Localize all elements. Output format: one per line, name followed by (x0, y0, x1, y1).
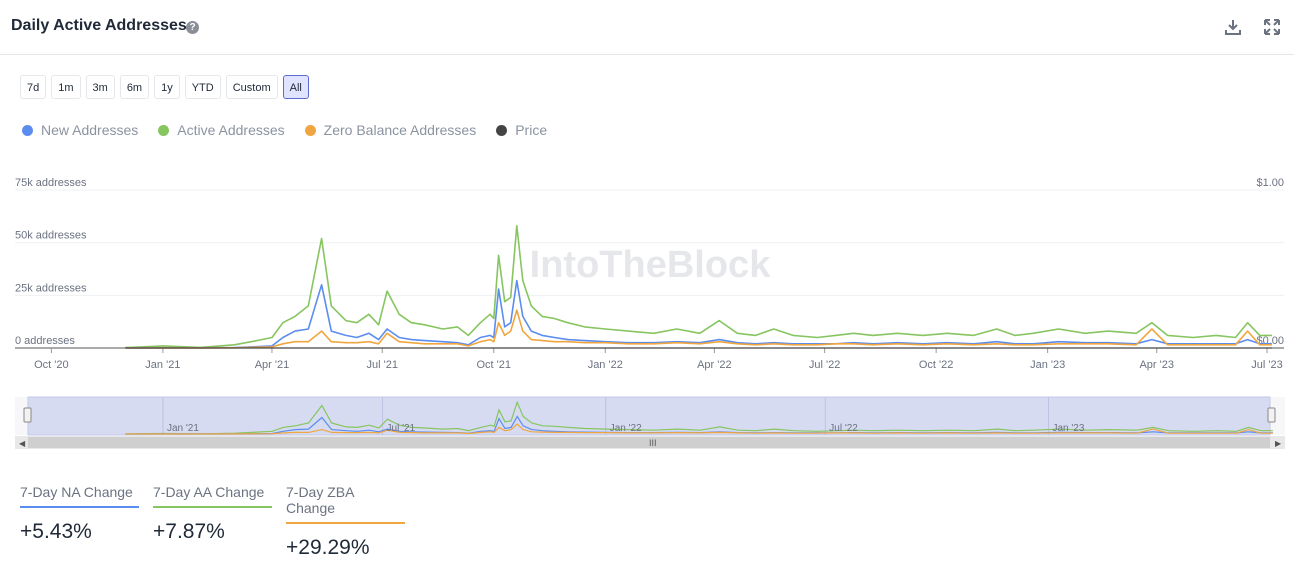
series-line-active-addresses (125, 225, 1272, 349)
range-all-button[interactable]: All (282, 75, 309, 99)
x-tick-label: Oct '20 (34, 359, 69, 371)
navigator-series-line (125, 400, 1273, 435)
stat-value: +5.43% (20, 520, 92, 543)
stats-row: 7-Day NA Change +5.43% 7-Day AA Change +… (20, 484, 405, 560)
stat-value: +29.29% (286, 536, 370, 559)
chart-legend: New Addresses Active Addresses Zero Bala… (22, 122, 547, 138)
range-1y-button[interactable]: 1y (154, 75, 180, 99)
stat-na-change: 7-Day NA Change +5.43% (20, 484, 139, 560)
legend-label: Price (515, 122, 548, 138)
range-3m-button[interactable]: 3m (85, 75, 115, 99)
series-line-new-addresses (125, 279, 1272, 349)
navigator[interactable]: Jan '21 Jul '21 Jan '22 Jul '22 Jan '23 ◀ ▶ … (15, 396, 1285, 451)
stat-label: 7-Day ZBA Change (286, 484, 405, 524)
legend-label: Zero Balance Addresses (323, 122, 477, 138)
question-circle-icon[interactable]: ? (186, 21, 199, 34)
main-chart[interactable]: IntoTheBlock 0 addresses 25k addresses 50k… (0, 0, 1294, 460)
x-tick-label: Jul '23 (1251, 359, 1282, 371)
navigator-tick-label: Jan '22 (610, 423, 642, 434)
x-tick-label: Oct '21 (476, 359, 511, 371)
y-right-tick-label: $1.00 (1256, 177, 1284, 189)
stat-label: 7-Day AA Change (153, 484, 272, 508)
legend-label: Active Addresses (177, 122, 285, 138)
x-tick-label: Jan '21 (145, 359, 180, 371)
y-tick-label: 0 addresses (15, 335, 75, 347)
y-right-tick-label: $0.00 (1256, 335, 1284, 347)
legend-dot (22, 124, 33, 136)
range-ytd-button[interactable]: YTD (184, 75, 221, 99)
page-title: Daily Active Addresses (11, 17, 187, 34)
range-custom-button[interactable]: Custom (225, 75, 278, 99)
expand-icon[interactable] (1263, 18, 1281, 36)
y-tick-label: 50k addresses (15, 230, 87, 242)
navigator-left-handle[interactable] (23, 407, 32, 423)
range-1m-button[interactable]: 1m (51, 75, 81, 99)
y-tick-label: 25k addresses (15, 282, 87, 294)
x-tick-label: Apr '21 (255, 359, 290, 371)
x-tick-label: Oct '22 (919, 359, 954, 371)
x-tick-label: Apr '22 (697, 359, 732, 371)
scroll-right-arrow[interactable]: ▶ (1275, 439, 1282, 448)
chart-header: Daily Active Addresses ? (0, 0, 1294, 55)
legend-item-new-addresses[interactable]: New Addresses (22, 122, 138, 138)
scrollbar-grip[interactable]: III (649, 438, 657, 448)
stat-aa-change: 7-Day AA Change +7.87% (153, 484, 272, 560)
legend-dot (304, 124, 316, 136)
range-7d-button[interactable]: 7d (20, 75, 47, 99)
scrollbar-thumb[interactable] (28, 437, 1270, 448)
x-tick-label: Jan '22 (588, 359, 623, 371)
legend-item-price[interactable]: Price (496, 122, 547, 138)
navigator-tick-label: Jan '23 (1052, 423, 1084, 434)
scroll-left-arrow[interactable]: ◀ (19, 439, 26, 448)
x-tick-label: Jul '22 (809, 359, 840, 371)
navigator-tick-label: Jul '21 (387, 423, 416, 434)
x-tick-label: Jul '21 (367, 359, 398, 371)
legend-label: New Addresses (41, 122, 139, 138)
stat-label: 7-Day NA Change (20, 484, 139, 508)
legend-item-active-addresses[interactable]: Active Addresses (158, 122, 285, 138)
range-6m-button[interactable]: 6m (119, 75, 150, 99)
range-selector: 7d 1m 3m 6m 1y YTD Custom All (20, 75, 309, 99)
y-tick-label: 75k addresses (15, 177, 87, 189)
navigator-tick-label: Jul '22 (829, 423, 858, 434)
stat-value: +7.87% (153, 520, 225, 543)
legend-item-zero-balance-addresses[interactable]: Zero Balance Addresses (304, 122, 477, 138)
x-tick-label: Apr '23 (1139, 359, 1174, 371)
stat-zba-change: 7-Day ZBA Change +29.29% (286, 484, 405, 560)
legend-dot (496, 124, 508, 136)
series-line-zero-balance-addresses (125, 309, 1272, 349)
navigator-right-handle[interactable] (1267, 407, 1276, 423)
navigator-series-line (125, 423, 1273, 435)
navigator-tick-label: Jan '21 (167, 423, 199, 434)
watermark: IntoTheBlock (530, 244, 772, 286)
legend-dot (158, 124, 170, 136)
download-icon[interactable] (1224, 18, 1242, 36)
x-tick-label: Jan '23 (1030, 359, 1065, 371)
